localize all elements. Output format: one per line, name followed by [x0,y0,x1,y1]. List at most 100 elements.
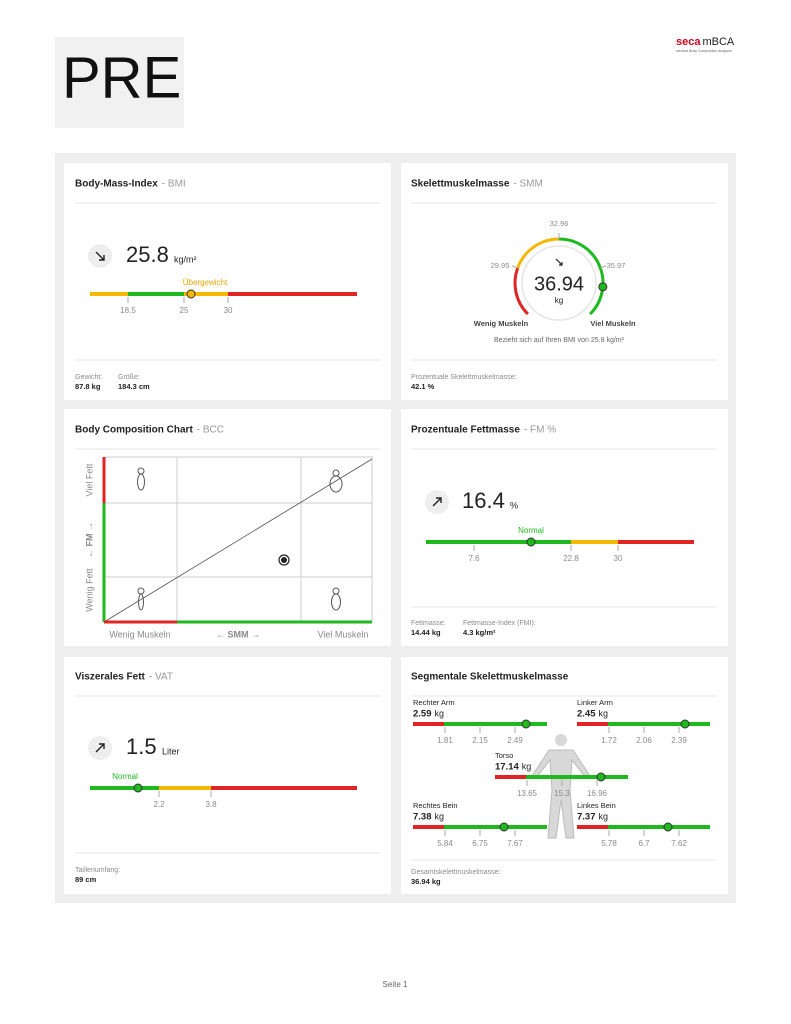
tick-label: 3.8 [205,800,217,809]
product: mBCA [702,36,734,48]
segment-name: Linker Arm [577,698,613,707]
segment-value: 7.37 [577,812,596,823]
tick-label: 5.84 [437,839,453,848]
segment-name: Rechter Arm [413,698,455,707]
tick-label: 2.15 [472,736,488,745]
gauge-arc [513,267,529,316]
unit: kg [555,296,563,305]
tick-label: 32.96 [550,219,569,228]
footer-value: 89 cm [75,875,97,884]
card-subtitle: - VAT [149,672,173,683]
scale-bar [608,722,710,726]
scale-bar [495,775,526,779]
page-number: Seite 1 [383,980,408,989]
figure-icon [329,475,343,493]
footer-value: 42.1 % [411,382,435,391]
logo-box [55,37,184,128]
gauge-inner [521,245,597,321]
unit: kg/m² [174,254,197,264]
scale-bar [128,292,184,296]
footer-label: Prozentuale Skelettmuskelmasse: [411,374,516,381]
scale-bar [159,786,211,790]
gauge-arc [558,237,605,316]
scale-bar [571,540,618,544]
position-dot-core [281,557,287,563]
marker [596,772,606,782]
tick-label: 6.7 [638,839,650,848]
marker [499,822,509,832]
body-figure [555,734,567,746]
trend-arrow [555,258,563,266]
segment-value: 17.14 [495,762,519,773]
marker [186,289,196,299]
trend-arrow [432,497,442,507]
footer-value: 4.3 kg/m² [463,628,496,637]
tick [600,265,607,269]
trend-arrow [95,251,105,261]
tick-label: 2.39 [671,736,687,745]
note: Bezieht sich auf Ihren BMI von 25.8 kg/m… [494,337,625,344]
scale-bar [228,292,357,296]
logo: PRE [62,45,181,110]
segment-name: Rechtes Bein [413,801,458,810]
footer-value: 36.94 kg [411,877,441,886]
tick-label: 30 [224,306,233,315]
axis-label: Viel Fett [84,463,94,496]
tick-label: 15.3 [554,789,570,798]
figure-icon [137,473,145,491]
scale-bar [413,825,444,829]
footer-label: Taillenumfang: [75,867,120,874]
footer-label: Fettmasse: [411,620,446,627]
card-title: Prozentuale Fettmasse [411,425,520,436]
scale-bar [184,292,228,296]
card [64,409,391,646]
segment-unit: kg [599,708,609,718]
footer-value: 184.3 cm [118,382,150,391]
footer-label: Gewicht: [75,374,102,381]
card-title: Body Composition Chart [75,425,193,436]
segment-name: Linkes Bein [577,801,616,810]
footer-value: 14.44 kg [411,628,441,637]
diagonal [103,458,373,623]
scale-bar [90,786,159,790]
footer-label: Gesamtskelettmuskelmasse: [411,869,501,876]
marker [521,719,531,729]
gauge-label: Viel Muskeln [590,319,636,328]
axis-label: Wenig Fett [84,568,94,612]
trend-arrow [95,743,105,753]
marker-label: Übergewicht [183,278,228,287]
marker [526,537,536,547]
tick-label: 7.62 [671,839,687,848]
scale-bar [618,540,694,544]
scale-bar [426,540,571,544]
card-title: Segmentale Skelettmuskelmasse [411,672,569,683]
tick-label: 7.6 [468,554,480,563]
tick-label: 6.75 [472,839,488,848]
tick [511,265,518,269]
axis-label: ← FM → [84,522,94,558]
card-title: Viszerales Fett [75,672,146,683]
marker [663,822,673,832]
segment-value: 2.45 [577,709,596,720]
tick-label: 2.2 [153,800,165,809]
card-subtitle: - BMI [162,179,186,190]
tick-label: 16.96 [587,789,608,798]
card-title: Skelettmuskelmasse [411,179,510,190]
tick-label: 2.06 [636,736,652,745]
scale-bar [577,825,608,829]
tick-label: 2.49 [507,736,523,745]
footer-label: Größe: [118,374,140,381]
card [401,409,728,646]
scale-bar [444,825,547,829]
tick-label: 35.97 [607,261,626,270]
figure-icon [138,593,144,611]
tick-label: 30 [614,554,623,563]
segment-unit: kg [435,811,445,821]
tick-label: 25 [180,306,189,315]
card-title: Body-Mass-Index [75,179,158,190]
tick-label: 13.65 [517,789,538,798]
tick-label: 5.78 [601,839,617,848]
scale-bar [608,825,710,829]
card-subtitle: - BCC [197,425,224,436]
